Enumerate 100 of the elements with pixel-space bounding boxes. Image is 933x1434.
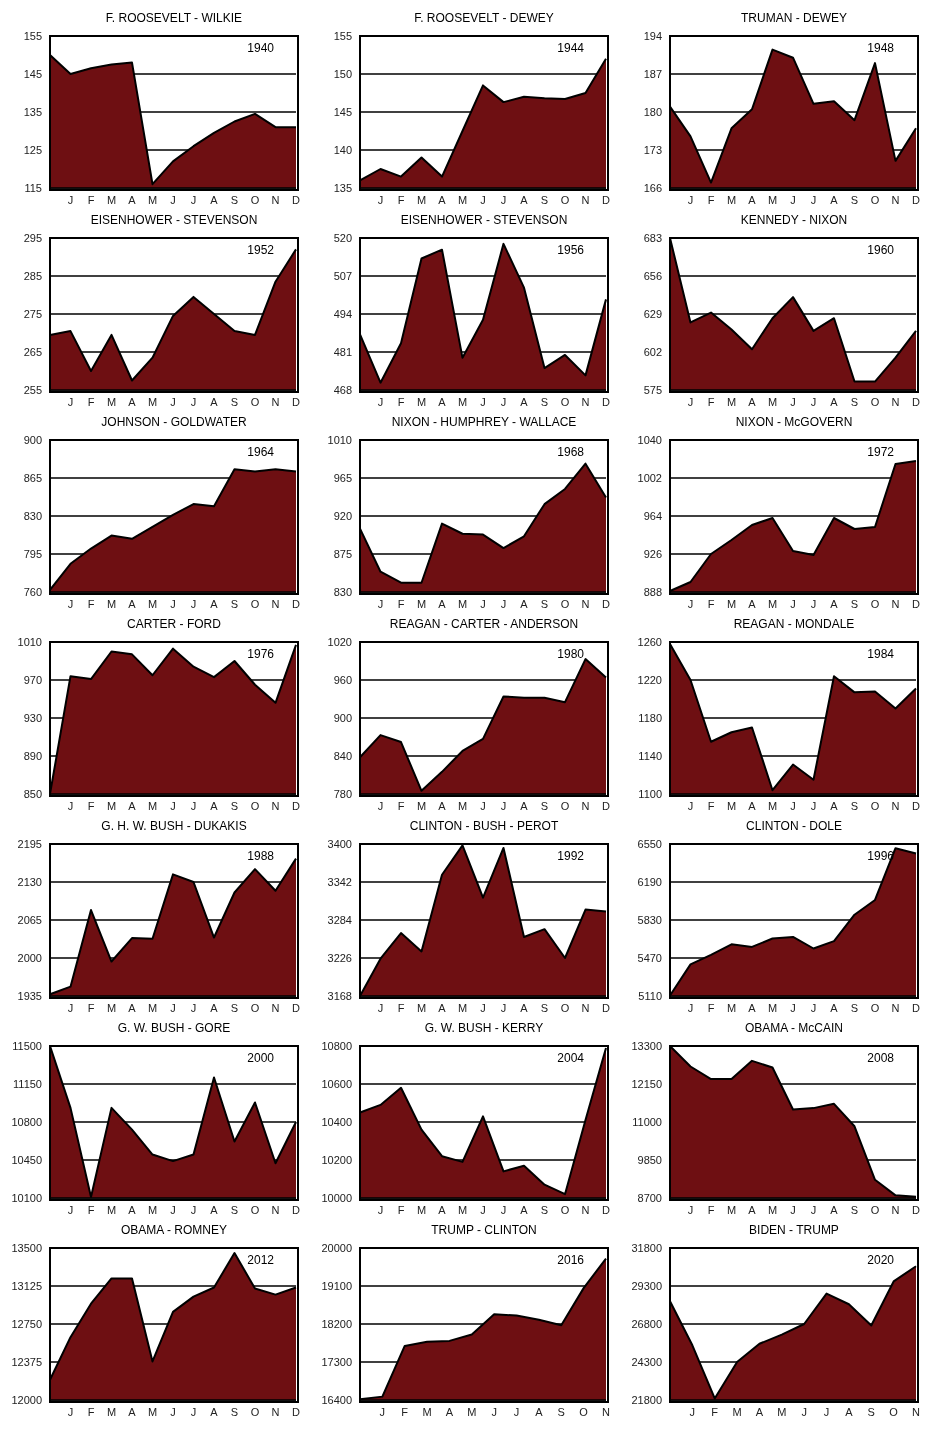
- x-tick-label: S: [557, 1405, 565, 1418]
- x-tick-label: S: [850, 395, 859, 408]
- x-tick-label: J: [480, 1001, 486, 1014]
- x-tick-label: J: [170, 799, 176, 812]
- x-tick-label: N: [891, 193, 900, 206]
- chart-title: G. W. BUSH - GORE: [116, 1020, 232, 1037]
- y-tick-label: 520: [333, 231, 352, 244]
- y-tick-label: 115: [24, 181, 42, 194]
- x-tick-label: A: [830, 193, 839, 206]
- x-tick-label: M: [726, 1203, 737, 1216]
- annotation: 1972: [867, 445, 894, 459]
- x-tick-label: J: [67, 395, 74, 408]
- chart-title: CLINTON - DOLE: [745, 818, 843, 835]
- y-tick-label: 1935: [17, 989, 42, 1002]
- x-tick-label: M: [767, 1001, 778, 1014]
- x-tick-label: J: [687, 1203, 694, 1216]
- x-tick-label: J: [687, 193, 694, 206]
- x-tick-label: D: [912, 799, 921, 812]
- x-tick-label: J: [67, 1001, 74, 1014]
- x-tick-label: M: [416, 1203, 427, 1216]
- y-tick-label: 13500: [11, 1241, 42, 1254]
- x-tick-label: A: [210, 1405, 219, 1418]
- x-tick-label: M: [147, 799, 158, 812]
- y-tick-label: 1010: [327, 433, 352, 446]
- annotation: 1944: [557, 41, 584, 55]
- x-tick-label: O: [250, 799, 260, 812]
- x-tick-label: F: [707, 1203, 715, 1216]
- y-tick-label: 468: [333, 383, 352, 396]
- x-tick-label: M: [106, 395, 117, 408]
- y-tick-label: 6550: [637, 837, 662, 850]
- x-tick-label: A: [535, 1405, 544, 1418]
- x-tick-label: F: [401, 1405, 409, 1418]
- x-tick-label: O: [250, 1203, 260, 1216]
- x-tick-label: A: [520, 799, 529, 812]
- chart-title: TRUMAN - DEWEY: [740, 10, 848, 27]
- x-tick-label: S: [850, 799, 859, 812]
- x-tick-label: D: [602, 395, 611, 408]
- y-tick-label: 24300: [631, 1355, 662, 1368]
- y-tick-label: 10400: [321, 1115, 352, 1128]
- x-tick-label: F: [87, 1001, 95, 1014]
- chart-title: G. H. W. BUSH - DUKAKIS: [100, 818, 248, 835]
- x-tick-label: J: [491, 1405, 497, 1418]
- chart-title: F. ROOSEVELT - DEWEY: [413, 10, 555, 27]
- x-tick-label: O: [560, 799, 570, 812]
- y-tick-label: 1010: [17, 635, 42, 648]
- y-tick-label: 3168: [327, 989, 352, 1002]
- x-tick-label: N: [891, 597, 900, 610]
- x-tick-label: J: [810, 1203, 817, 1216]
- y-tick-label: 780: [333, 787, 352, 800]
- y-tick-label: 135: [23, 105, 42, 118]
- x-tick-label: J: [190, 597, 197, 610]
- x-tick-label: O: [870, 1001, 880, 1014]
- x-tick-label: F: [87, 1203, 95, 1216]
- x-tick-label: M: [416, 799, 427, 812]
- x-tick-label: J: [377, 1001, 384, 1014]
- y-tick-label: 31800: [631, 1241, 662, 1254]
- x-tick-label: J: [687, 1001, 694, 1014]
- x-tick-label: N: [581, 193, 590, 206]
- chart-title: CLINTON - BUSH - PEROT: [408, 818, 560, 835]
- x-tick-label: A: [830, 799, 839, 812]
- y-tick-label: 900: [23, 433, 42, 446]
- y-tick-label: 3400: [327, 837, 352, 850]
- x-tick-label: J: [687, 395, 694, 408]
- x-tick-label: N: [602, 1405, 611, 1418]
- x-tick-label: S: [540, 1203, 549, 1216]
- x-tick-label: M: [106, 1001, 117, 1014]
- x-tick-label: M: [467, 1405, 477, 1418]
- x-tick-label: S: [230, 597, 239, 610]
- y-tick-label: 17300: [321, 1355, 352, 1368]
- x-tick-label: A: [128, 395, 137, 408]
- x-tick-label: J: [67, 1405, 74, 1418]
- x-tick-label: J: [377, 193, 384, 206]
- y-tick-label: 830: [23, 509, 42, 522]
- x-tick-label: F: [397, 1001, 405, 1014]
- x-tick-label: J: [67, 1203, 74, 1216]
- x-tick-label: J: [67, 799, 74, 812]
- x-tick-label: M: [106, 1203, 117, 1216]
- x-tick-label: F: [707, 193, 715, 206]
- x-tick-label: A: [210, 1203, 219, 1216]
- x-tick-label: M: [422, 1405, 432, 1418]
- y-tick-label: 125: [23, 143, 42, 156]
- annotation: 2020: [867, 1253, 894, 1267]
- x-tick-label: M: [106, 799, 117, 812]
- chart-title: REAGAN - MONDALE: [732, 616, 856, 633]
- x-tick-label: J: [170, 193, 176, 206]
- y-tick-label: 830: [333, 585, 352, 598]
- x-tick-label: N: [271, 597, 280, 610]
- y-tick-label: 964: [643, 509, 662, 522]
- y-tick-label: 21800: [631, 1393, 662, 1406]
- x-tick-label: S: [230, 1203, 239, 1216]
- y-tick-label: 18200: [321, 1317, 352, 1330]
- y-tick-label: 875: [333, 547, 352, 560]
- x-tick-label: O: [870, 193, 880, 206]
- y-tick-label: 507: [333, 269, 352, 282]
- x-tick-label: A: [210, 193, 219, 206]
- y-tick-label: 150: [333, 67, 352, 80]
- y-tick-label: 3226: [327, 951, 352, 964]
- x-tick-label: M: [777, 1405, 787, 1418]
- annotation: 2008: [867, 1051, 894, 1065]
- x-tick-label: F: [87, 193, 95, 206]
